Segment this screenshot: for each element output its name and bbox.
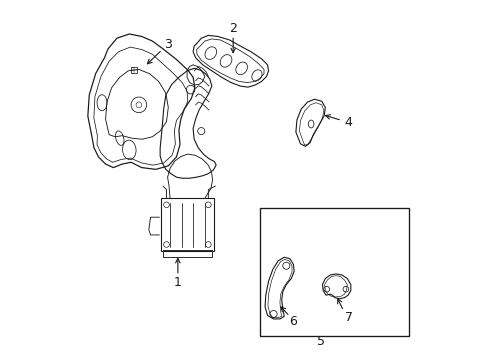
Bar bbox=[130, 67, 137, 73]
Text: 7: 7 bbox=[345, 311, 352, 324]
Text: 1: 1 bbox=[174, 276, 182, 289]
Bar bbox=[161, 198, 213, 251]
Bar bbox=[163, 250, 211, 257]
Text: 3: 3 bbox=[164, 38, 172, 51]
Text: 4: 4 bbox=[344, 116, 351, 129]
Text: 5: 5 bbox=[316, 335, 324, 348]
Bar bbox=[260, 208, 408, 336]
Text: 2: 2 bbox=[229, 22, 237, 35]
Text: 6: 6 bbox=[289, 315, 297, 328]
